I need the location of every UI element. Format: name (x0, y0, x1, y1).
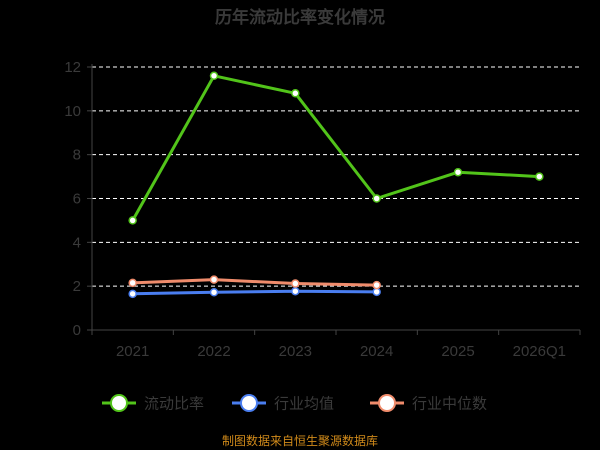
x-tick-label: 2025 (441, 343, 474, 360)
series-point-0 (372, 194, 381, 203)
series-point-1 (209, 288, 219, 297)
series-point-2 (291, 279, 300, 288)
grid-lines (92, 66, 580, 287)
series-point-0 (128, 216, 137, 225)
legend-label: 行业均值 (274, 396, 334, 413)
source-note: 制图数据来自恒生聚源数据库 (222, 433, 378, 448)
legend-label: 流动比率 (144, 396, 204, 413)
series-point-1 (372, 287, 381, 297)
y-tick-label: 8 (73, 147, 81, 164)
legend-marker (240, 394, 258, 412)
series-lines (128, 71, 544, 299)
legend-label: 行业中位数 (412, 396, 487, 413)
y-tick-label: 0 (73, 322, 81, 339)
x-tick-label: 2023 (279, 343, 312, 360)
series-point-2 (209, 275, 219, 284)
legend-marker (378, 394, 396, 412)
x-tick-label: 2026Q1 (513, 343, 566, 360)
y-tick-label: 10 (64, 103, 81, 120)
series-point-0 (453, 167, 463, 177)
series-point-2 (128, 278, 137, 288)
series-line-2 (131, 278, 379, 287)
series-point-2 (372, 280, 381, 290)
y-tick-label: 6 (73, 191, 81, 208)
y-tick-label: 2 (73, 278, 81, 295)
legend: 流动比率 行业均值 行业中位数 (102, 394, 487, 413)
series-point-0 (291, 89, 300, 98)
y-tick-label: 12 (64, 59, 81, 76)
x-tick-label: 2021 (116, 343, 149, 360)
series-point-1 (291, 286, 300, 296)
series-point-0 (535, 172, 544, 181)
chart-title: 历年流动比率变化情况 (215, 7, 385, 27)
series-point-1 (128, 289, 137, 299)
axes: 0 2 4 6 8 10 12 2021 2022 2023 2024 2025 2026Q1 (64, 59, 581, 360)
y-tick-label: 4 (73, 234, 81, 251)
series-line-1 (131, 289, 379, 296)
x-tick-label: 2022 (197, 343, 230, 360)
x-tick-label: 2024 (360, 343, 393, 360)
series-point-0 (209, 71, 219, 81)
series-line-0 (131, 74, 541, 222)
legend-marker (110, 394, 128, 412)
